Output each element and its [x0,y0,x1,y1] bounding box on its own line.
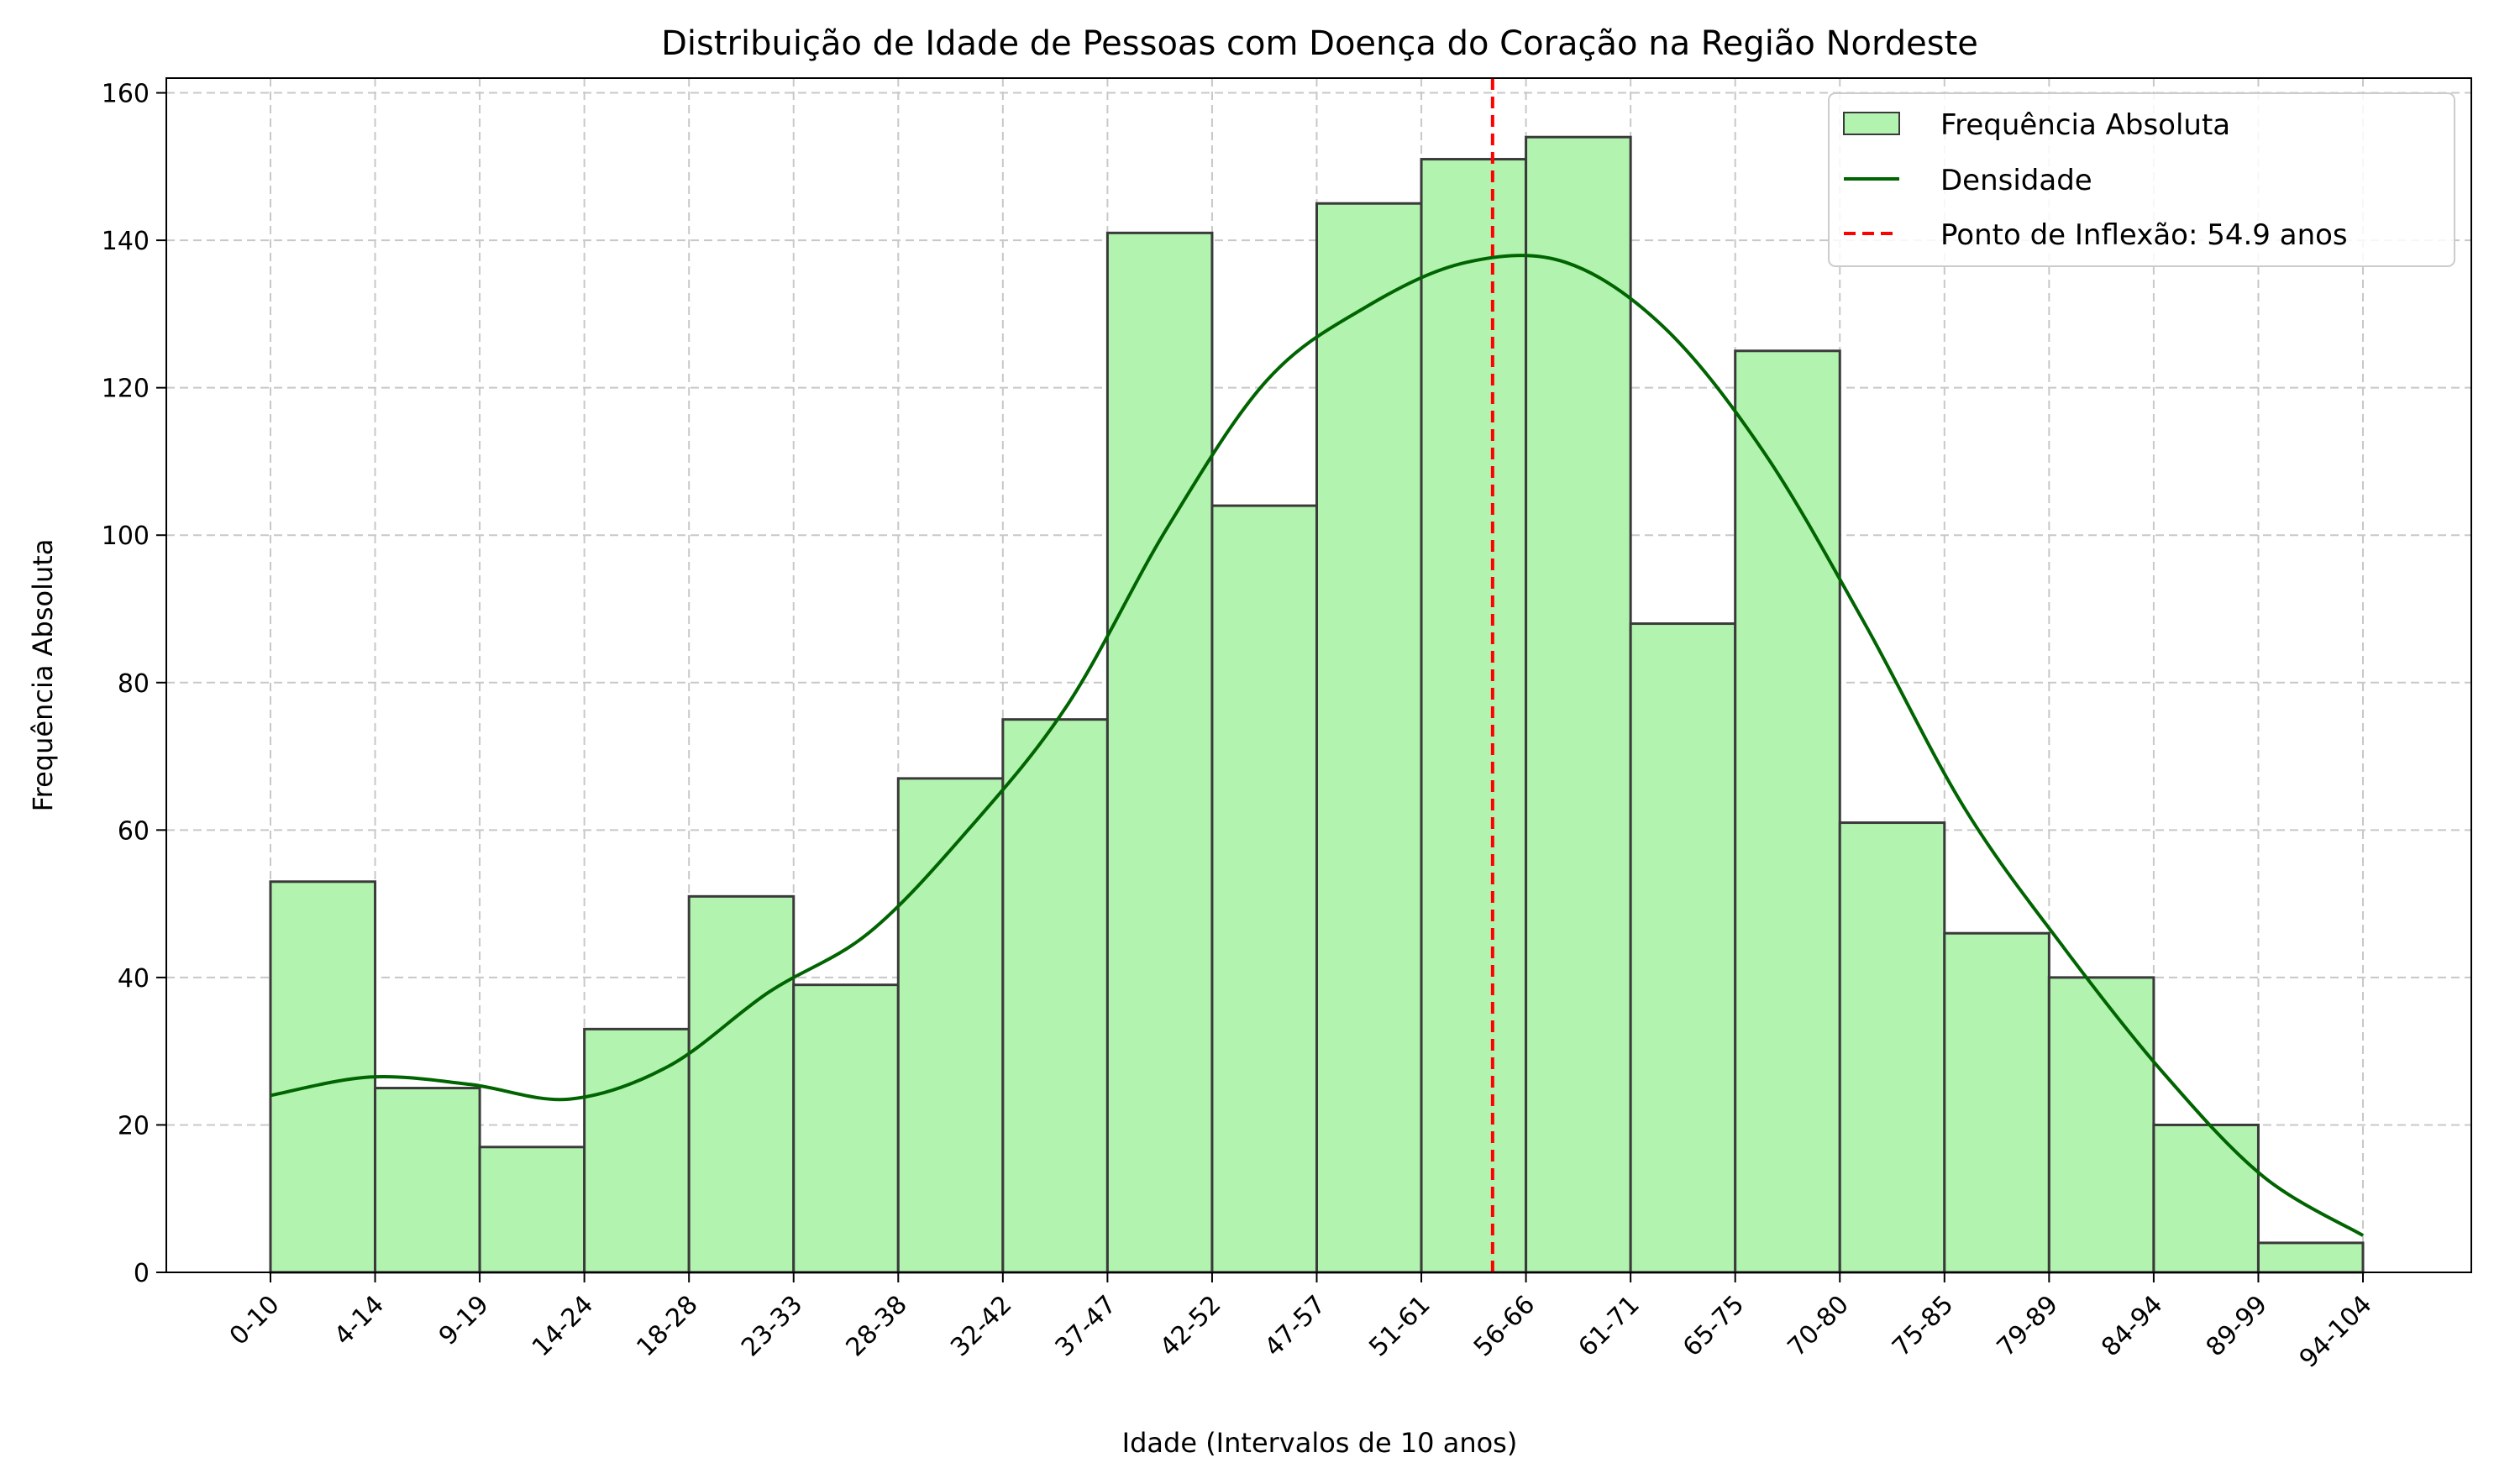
density-curve [270,254,2365,1237]
x-tick-label: 75-85 [1887,1290,1959,1362]
x-tick-label: 14-24 [527,1290,599,1362]
legend: Frequência Absoluta Densidade Ponto de I… [1828,92,2455,267]
y-tick-label: 60 [118,816,150,846]
x-axis-title: Idade (Intervalos de 10 anos) [1122,1427,1518,1459]
bar [1105,231,1214,1274]
x-tick-label: 18-28 [631,1290,703,1362]
x-tick-label: 23-33 [736,1290,808,1362]
bar [792,983,900,1274]
bar [1001,718,1109,1274]
bar [896,777,1005,1274]
bar [1943,931,2050,1274]
x-tick-label: 47-57 [1259,1290,1331,1362]
bar [1315,202,1423,1274]
bar [1734,349,1841,1274]
x-tick-label: 28-38 [841,1290,913,1362]
legend-label-inflection: Ponto de Inflexão: 54.9 anos [1940,218,2348,252]
x-tick-label: 4-14 [328,1290,390,1351]
y-tick-label: 120 [102,375,150,404]
x-tick-label: 42-52 [1154,1290,1226,1362]
x-tick-label: 56-66 [1468,1290,1541,1362]
x-tick-label: 51-61 [1363,1290,1436,1362]
x-tick-label: 70-80 [1783,1290,1855,1362]
bar [2256,1241,2365,1274]
x-tick-label: 65-75 [1678,1290,1750,1362]
x-tick-label: 9-19 [433,1290,495,1351]
bar [1629,622,1737,1274]
bars [269,135,2365,1274]
y-tick-label: 140 [102,227,150,256]
y-axis: 0 20 40 60 80 100 120 140 160 [102,80,166,1288]
bar [1210,504,1318,1274]
legend-swatch-frequency [1843,112,1900,135]
y-tick-label: 80 [118,669,150,699]
density-line [270,254,2365,1237]
y-axis-title: Frequência Absoluta [27,539,59,812]
legend-label-density: Densidade [1940,164,2092,197]
bar [2152,1123,2260,1274]
bar [1838,821,1946,1274]
plot-frame [165,77,2472,1273]
bar [687,894,795,1274]
y-tick-label: 0 [134,1259,150,1288]
x-tick-label: 37-47 [1050,1290,1122,1362]
x-axis: 0-10 4-14 9-19 14-24 18-28 23-33 28-38 32-42 37-… [224,1272,2378,1374]
bar [1525,135,1632,1274]
x-tick-label: 94-104 [2294,1290,2378,1374]
x-tick-label: 84-94 [2096,1290,2168,1362]
bar [2047,976,2155,1274]
y-tick-label: 160 [102,80,150,109]
chart-title: Distribuição de Idade de Pessoas com Doe… [661,24,1978,63]
y-tick-label: 100 [102,522,150,551]
x-tick-label: 61-71 [1573,1290,1645,1362]
x-tick-label: 79-89 [1992,1290,2064,1362]
legend-box [1828,92,2455,267]
y-tick-label: 20 [118,1111,150,1141]
bar [478,1146,586,1274]
x-tick-label: 0-10 [224,1290,286,1351]
bar [374,1087,481,1274]
bar [1420,158,1528,1274]
bar [583,1027,690,1274]
x-tick-label: 32-42 [945,1290,1017,1362]
x-tick-label: 89-99 [2201,1290,2273,1362]
y-tick-label: 40 [118,964,150,994]
legend-label-frequency: Frequência Absoluta [1940,108,2230,142]
